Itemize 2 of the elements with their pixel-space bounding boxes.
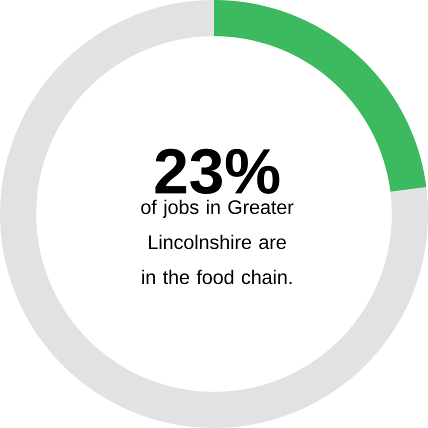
text: 23%	[155, 148, 280, 194]
text: of jobs in Greater Lincolnshire are in the food chain.	[141, 200, 294, 284]
